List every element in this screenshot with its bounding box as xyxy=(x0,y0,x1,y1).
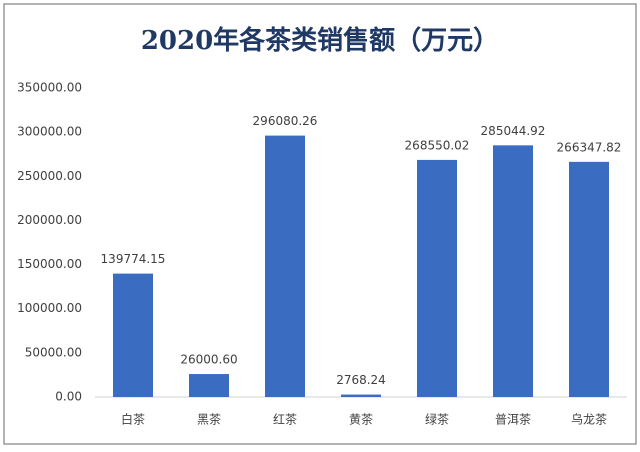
value-label: 285044.92 xyxy=(481,124,546,138)
bar xyxy=(189,374,229,397)
x-tick-label: 黑茶 xyxy=(197,412,221,427)
bar xyxy=(417,159,457,397)
value-label: 2768.24 xyxy=(336,373,386,387)
chart-border xyxy=(3,3,637,445)
x-tick-label: 红茶 xyxy=(273,412,297,427)
bar xyxy=(569,161,609,397)
value-label: 139774.15 xyxy=(101,252,166,266)
x-tick-label: 乌龙茶 xyxy=(571,412,607,427)
value-label: 266347.82 xyxy=(557,140,622,154)
x-tick-label: 黄茶 xyxy=(349,412,373,427)
y-tick-label: 250000.00 xyxy=(17,169,82,183)
y-tick-label: 200000.00 xyxy=(17,213,82,227)
value-label: 26000.60 xyxy=(180,353,237,367)
x-tick-label: 白茶 xyxy=(121,412,145,427)
y-tick-label: 50000.00 xyxy=(25,345,82,359)
y-tick-label: 150000.00 xyxy=(17,257,82,271)
bar xyxy=(493,145,533,397)
bar xyxy=(265,135,305,397)
x-tick-label: 普洱茶 xyxy=(495,412,531,427)
bar xyxy=(341,394,381,397)
y-tick-label: 350000.00 xyxy=(17,81,82,95)
y-tick-label: 300000.00 xyxy=(17,125,82,139)
value-label: 268550.02 xyxy=(405,138,470,152)
y-tick-label: 100000.00 xyxy=(17,301,82,315)
y-tick-label: 0.00 xyxy=(55,390,82,404)
value-label: 296080.26 xyxy=(253,114,318,128)
bar xyxy=(113,273,153,397)
chart-title: 2020年各茶类销售额（万元） xyxy=(141,25,499,56)
x-tick-label: 绿茶 xyxy=(425,412,449,427)
